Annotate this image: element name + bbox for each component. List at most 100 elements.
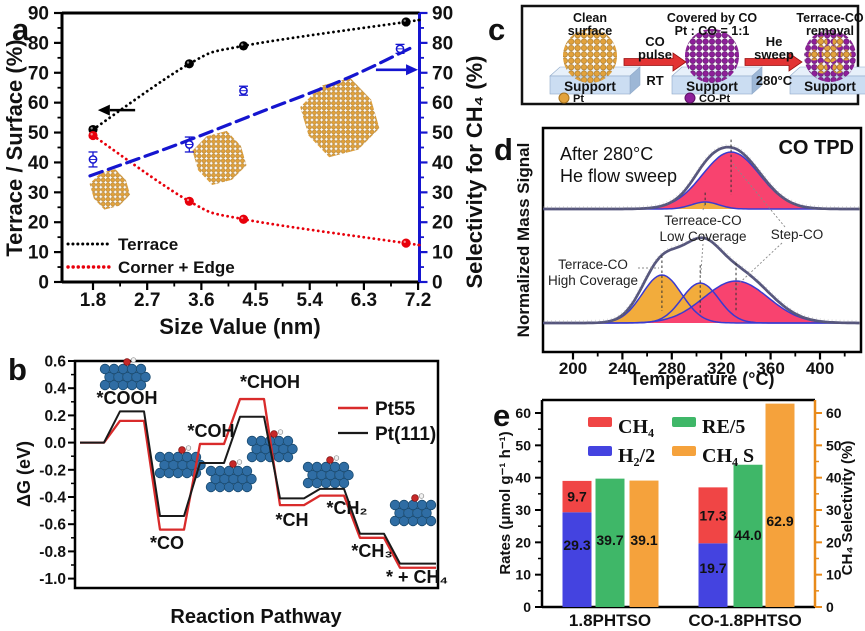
x-tick-label: 400 — [806, 359, 834, 378]
legend-label-pt55: Pt55 — [375, 399, 416, 420]
left-tick-label: 20 — [28, 213, 49, 234]
pt-atom — [108, 363, 120, 375]
x-tick-label: 7.2 — [405, 290, 431, 311]
h-atom — [236, 459, 243, 465]
x-tick-label: 2.7 — [134, 290, 160, 311]
right-tick-label: 10 — [826, 567, 842, 583]
marker-highlight — [90, 127, 93, 130]
left-tick-label: 0 — [38, 273, 49, 294]
o-atom — [411, 494, 419, 502]
panel-a-label: a — [12, 12, 30, 47]
pt-atom — [135, 363, 147, 375]
x-tick-label: 5.4 — [297, 290, 324, 311]
right-tick-label: 50 — [432, 123, 453, 144]
y-tick-label: -0.4 — [39, 490, 66, 507]
pt-atom — [126, 363, 138, 375]
data-point — [238, 214, 249, 224]
arrow2-label-line2: sweep — [754, 47, 794, 62]
ann-terrace-high-2: High Coverage — [548, 273, 638, 288]
re5-bar — [733, 464, 763, 607]
right-tick-label: 30 — [826, 502, 842, 518]
pt-atom — [287, 443, 298, 455]
ch4-selectivity-bar — [765, 403, 795, 607]
right-tick-label: 40 — [432, 153, 453, 174]
envelope-line — [543, 236, 860, 325]
data-point — [238, 41, 249, 51]
state-label: *CH₂ — [326, 498, 367, 518]
bar-value-label: 44.0 — [734, 527, 761, 543]
pt-atom — [329, 461, 341, 473]
h-atom — [418, 493, 425, 499]
energy-path-Pt(111) — [80, 410, 436, 565]
right-tick-label: 90 — [432, 3, 453, 24]
ann-step-co: Step-CO — [771, 227, 824, 242]
panel-d-label: d — [494, 132, 513, 167]
left-tick-label: 70 — [28, 63, 49, 84]
marker-highlight — [241, 216, 244, 220]
panel-d: d 200 240 280 320 360 400 CO TPD After 280°C … — [494, 126, 863, 389]
x-tick-label: 3.6 — [188, 290, 214, 311]
panel-c-texts: Clean surface Covered by CO Pt : CO = 1:… — [564, 11, 864, 105]
legend-label-pt: Pt — [573, 93, 584, 105]
re5-bar — [595, 478, 625, 607]
annotation-connector — [731, 242, 783, 291]
x-tick-label: 240 — [608, 359, 636, 378]
y-tick-label: -0.8 — [39, 544, 66, 561]
left-tick-label: 50 — [28, 123, 49, 144]
left-tick-label: 50 — [515, 437, 531, 453]
legend-swatch-ch4 — [588, 417, 612, 427]
step-co-fill — [543, 152, 860, 209]
panel-e-label: e — [493, 398, 510, 433]
ann-terrace-low-1: Terreace-CO — [664, 213, 741, 228]
right-arrow-head — [406, 64, 419, 76]
panel-a-ylabel-left: Terrace / Surface (%) — [2, 39, 27, 256]
step1-title-line1: Clean — [573, 11, 607, 25]
arrow2-label-below: 280°C — [756, 73, 793, 88]
panel-c: c Clean surface Covered by CO Pt : CO = … — [488, 4, 865, 106]
right-tick-label: 70 — [432, 63, 453, 84]
data-point — [401, 17, 411, 27]
process-arrow — [744, 52, 803, 72]
marker-highlight — [403, 19, 406, 22]
panel-d-ylabel: Normalized Mass Signal — [514, 143, 533, 338]
pt-atom — [181, 451, 193, 463]
note-line2: He flow sweep — [560, 166, 677, 186]
h-atom — [130, 357, 137, 363]
bar-group-1.8PHTSO: 9.7 29.3 39.7 39.1 — [562, 478, 659, 607]
legend-label-re5: RE/5 — [702, 416, 745, 438]
pt-atom — [241, 481, 253, 493]
panel-d-plot: 200 240 280 320 360 400 — [541, 126, 863, 378]
y-tick-label: -0.2 — [39, 462, 66, 479]
bar-value-label: 19.7 — [699, 560, 726, 576]
h-atom — [333, 455, 340, 461]
x-tick-label: 200 — [559, 359, 587, 378]
gold-patch — [816, 36, 828, 48]
step-co-fill — [543, 281, 860, 323]
right-tick-label: 30 — [432, 183, 453, 204]
pt-atom — [407, 499, 419, 511]
y-tick-label: -0.6 — [39, 517, 66, 534]
legend-label-ch4s: CH₄ S — [702, 445, 754, 467]
right-tick-label: 60 — [826, 405, 842, 421]
legend-swatch-h2 — [588, 446, 612, 456]
pt-atom — [273, 435, 285, 447]
left-tick-label: 40 — [28, 153, 49, 174]
ann-terrace-high-1: Terrace-CO — [558, 257, 628, 272]
ch4-bar — [698, 487, 728, 544]
gold-patch — [832, 36, 844, 48]
y-tick-label: -1.0 — [39, 571, 66, 588]
left-tick-label: 30 — [28, 183, 49, 204]
note-line1: After 280°C — [560, 144, 653, 164]
panel-d-texts: CO TPD After 280°C He flow sweep Normali… — [514, 137, 854, 389]
tpd-trace-after-280C-sweep — [543, 139, 860, 211]
support-label-2: Support — [686, 79, 738, 94]
state-label: *CH₃ — [351, 541, 392, 561]
panel-b-ylabel: ΔG (eV) — [14, 441, 34, 507]
panel-e-ylabel-left: Rates (μmol g⁻¹ h⁻¹) — [497, 431, 514, 574]
pt-atom — [425, 515, 437, 527]
left-tick-label: 10 — [515, 567, 531, 583]
legend-label-terrace: Terrace — [118, 235, 178, 254]
state-label: *CO — [150, 533, 184, 553]
category-label-2: CO-1.8PHTSO — [688, 611, 801, 630]
